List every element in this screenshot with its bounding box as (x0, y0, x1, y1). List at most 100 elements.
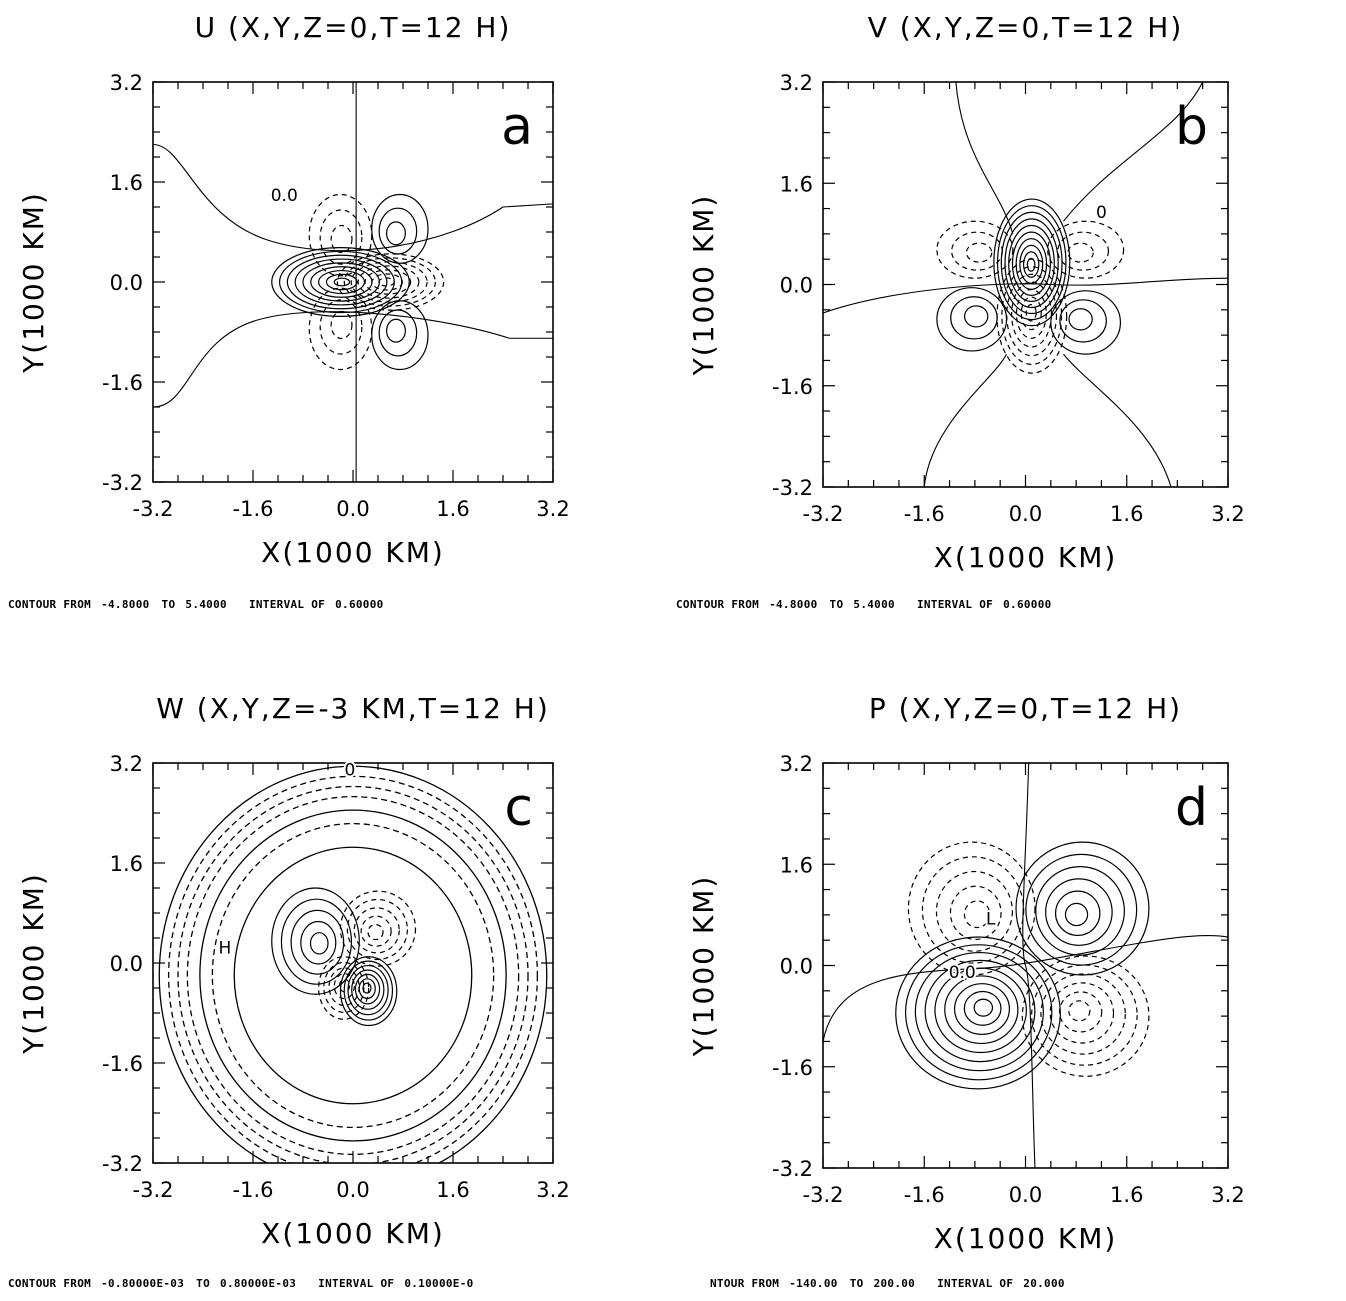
contour-lobe-4-level-1 (385, 221, 406, 246)
x-tick-label: -1.6 (233, 1178, 274, 1202)
caption-to-label: TO (161, 598, 176, 611)
contour-lobe-1-level-3 (1045, 878, 1113, 946)
panel-a: -3.2 -1.6 0.0 1.6 3.2 -3.2 -1.6 0.0 1.6 3.2 U (X,Y… (17, 11, 570, 569)
zero-contour (923, 353, 1008, 487)
contour-field (823, 82, 1228, 487)
contour-lobe-0-level-4 (944, 975, 1019, 1045)
contour-lobe-1-level-2 (360, 915, 392, 947)
contour-lobe-2-level-1 (362, 982, 372, 994)
panel-letter: b (1175, 97, 1208, 157)
zero-contour (1063, 82, 1204, 222)
contour-label: L (986, 909, 996, 929)
panel-d: -3.2 -1.6 0.0 1.6 3.2 -3.2 -1.6 0.0 1.6 3.2 P (X,Y… (687, 692, 1245, 1255)
contour-to-value: 5.4000 (185, 598, 227, 611)
zero-contour (1063, 353, 1172, 487)
contour-interval-value: 20.000 (1023, 1277, 1065, 1290)
contour-label: 0.0 (949, 963, 976, 983)
x-axis-label: X(1000 KM) (934, 541, 1118, 574)
contour-lobe-1-level-6 (1001, 266, 1063, 365)
contour-lobe-5-level-1 (385, 318, 406, 343)
contour-ring-0 (233, 846, 473, 1105)
y-tick-label: 1.6 (780, 172, 813, 196)
contour-lobe-1-level-6 (343, 257, 436, 307)
zero-contour (153, 143, 553, 252)
contour-caption-a: CONTOUR FROM -4.8000 TO 5.4000 INTERVAL OF 0.… (8, 598, 384, 611)
contour-lobe-1-level-1 (367, 923, 384, 941)
zero-contour (1022, 763, 1036, 1168)
contour-label: 0 (344, 761, 355, 781)
contour-ring-1 (211, 822, 495, 1129)
x-tick-label: -3.2 (803, 502, 844, 526)
contour-field (158, 765, 548, 1163)
y-tick-label: -1.6 (102, 371, 143, 395)
contour-lobe-5-level-2 (1059, 299, 1107, 343)
contour-lobe-0-level-1 (309, 932, 329, 955)
zero-contour (823, 277, 1228, 314)
x-tick-label: -3.2 (803, 1183, 844, 1207)
contour-lobe-5-level-1 (1068, 308, 1093, 331)
contour-field (823, 763, 1228, 1168)
contour-lobe-4-level-3 (371, 193, 429, 264)
contour-lobe-0-level-2 (300, 920, 337, 965)
y-axis-label: Y(1000 KM) (17, 191, 50, 374)
contour-lobe-1-level-5 (1025, 853, 1138, 966)
x-tick-label: 3.2 (1211, 1183, 1244, 1207)
y-tick-label: -3.2 (772, 476, 813, 500)
contour-lobe-3-level-3 (1047, 220, 1125, 279)
zero-contour (153, 311, 553, 408)
contour-lobe-2-level-1 (963, 900, 991, 929)
y-tick-label: -1.6 (772, 1056, 813, 1080)
x-axis-label: X(1000 KM) (934, 1222, 1118, 1255)
contour-lobe-4-level-3 (936, 287, 1008, 352)
contour-lobe-1-level-4 (357, 265, 420, 299)
contour-lobe-3-level-1 (330, 310, 353, 340)
caption-to-label: TO (196, 1277, 211, 1290)
x-tick-label: 3.2 (536, 1178, 569, 1202)
y-tick-label: -3.2 (772, 1157, 813, 1181)
y-tick-label: 1.6 (780, 853, 813, 877)
contour-lobe-2-level-3 (935, 870, 1013, 952)
contour-lobe-2-level-1 (330, 224, 353, 254)
contour-ring-5 (168, 775, 538, 1163)
contour-lobe-5-level-2 (378, 309, 418, 357)
x-tick-label: 0.0 (336, 497, 369, 521)
x-tick-label: -1.6 (233, 497, 274, 521)
contour-lobe-3-level-2 (319, 299, 363, 355)
contour-label: 0.0 (271, 186, 298, 206)
y-tick-label: -1.6 (102, 1052, 143, 1076)
contour-lobe-0-level-4 (1015, 238, 1048, 290)
contour-lobe-1-level-6 (1015, 841, 1150, 976)
contour-lobe-1-level-3 (1015, 288, 1047, 339)
caption-from-label: CONTOUR FROM (676, 598, 760, 611)
contour-lobe-1-level-3 (364, 269, 412, 295)
chart-title: W (X,Y,Z=-3 KM,T=12 H) (156, 692, 550, 725)
contour-lobe-1-level-3 (353, 907, 400, 954)
x-tick-label: 1.6 (1110, 502, 1143, 526)
contour-lobe-3-level-2 (1057, 231, 1110, 271)
caption-to-label: TO (829, 598, 844, 611)
contour-lobe-0-level-7 (914, 951, 1044, 1072)
contour-lobe-2-level-4 (921, 856, 1025, 964)
contour-lobe-5-level-3 (1050, 290, 1122, 355)
contour-lobe-0-level-5 (1011, 231, 1052, 296)
contour-lobe-2-level-3 (354, 973, 381, 1005)
caption-to-label: TO (849, 1277, 864, 1290)
contour-lobe-0-level-8 (904, 944, 1053, 1081)
contour-lobe-2-level-2 (358, 978, 376, 1000)
contour-lobe-3-level-4 (323, 961, 365, 1013)
zero-contour (955, 82, 1014, 235)
x-tick-label: 3.2 (536, 497, 569, 521)
contour-lobe-0-level-1 (333, 277, 351, 287)
contour-lobe-2-level-7 (339, 956, 398, 1027)
x-tick-label: 0.0 (336, 1178, 369, 1202)
contour-lobe-0-level-8 (278, 250, 403, 314)
contour-lobe-3-level-5 (318, 956, 370, 1020)
contour-lobe-0-level-3 (953, 983, 1011, 1035)
y-tick-label: 0.0 (780, 955, 813, 979)
contour-caption-d: NTOUR FROM -140.00 TO 200.00 INTERVAL OF 20.0… (710, 1277, 1065, 1290)
contour-lobe-0-level-10 (993, 198, 1071, 327)
contour-lobe-3-level-6 (1021, 955, 1150, 1077)
contour-from-value: -4.8000 (769, 598, 818, 611)
y-tick-label: 1.6 (110, 852, 143, 876)
